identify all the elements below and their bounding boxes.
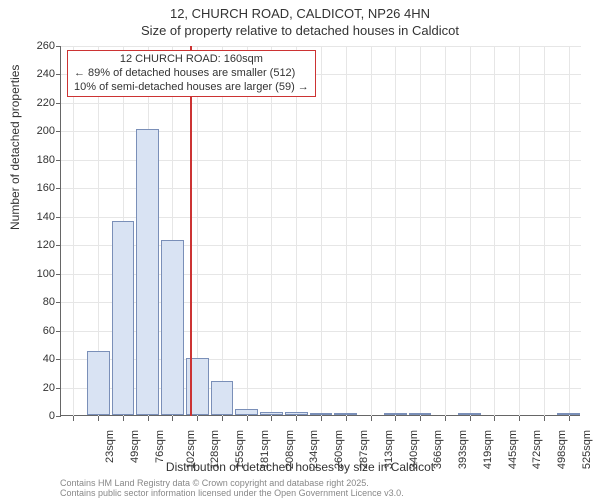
annotation-line: 10% of semi-detached houses are larger (… <box>74 81 309 95</box>
ytick-label: 80 <box>15 296 55 308</box>
gridline-v <box>420 46 421 416</box>
xtick-mark <box>346 416 347 421</box>
xtick-mark <box>222 416 223 421</box>
annotation-line: ← 89% of detached houses are smaller (51… <box>74 67 309 81</box>
xtick-mark <box>123 416 124 421</box>
chart-container: 12, CHURCH ROAD, CALDICOT, NP26 4HN Size… <box>0 0 600 500</box>
xtick-mark <box>73 416 74 421</box>
histogram-bar <box>112 221 135 415</box>
histogram-bar <box>334 413 357 415</box>
ytick-label: 260 <box>15 40 55 52</box>
xtick-label: 49sqm <box>129 430 141 463</box>
ytick-mark <box>56 359 61 360</box>
xtick-mark <box>247 416 248 421</box>
ytick-mark <box>56 245 61 246</box>
ytick-label: 20 <box>15 382 55 394</box>
ytick-label: 240 <box>15 68 55 80</box>
ytick-mark <box>56 217 61 218</box>
xtick-mark <box>371 416 372 421</box>
xtick-mark <box>470 416 471 421</box>
xtick-mark <box>321 416 322 421</box>
ytick-mark <box>56 388 61 389</box>
ytick-label: 200 <box>15 125 55 137</box>
histogram-bar <box>384 413 407 415</box>
histogram-bar <box>260 412 283 415</box>
footnote-line2: Contains public sector information licen… <box>60 488 404 498</box>
x-axis-label: Distribution of detached houses by size … <box>0 460 600 474</box>
ytick-label: 160 <box>15 182 55 194</box>
ytick-mark <box>56 74 61 75</box>
chart-title-line2: Size of property relative to detached ho… <box>0 23 600 40</box>
histogram-bar <box>87 351 110 415</box>
histogram-bar <box>136 129 159 415</box>
xtick-mark <box>271 416 272 421</box>
histogram-bar <box>235 409 258 415</box>
xtick-label: 76sqm <box>154 430 166 463</box>
gridline-v <box>519 46 520 416</box>
chart-title-line1: 12, CHURCH ROAD, CALDICOT, NP26 4HN <box>0 6 600 23</box>
ytick-label: 100 <box>15 268 55 280</box>
ytick-mark <box>56 302 61 303</box>
gridline-v <box>321 46 322 416</box>
gridline-v <box>222 46 223 416</box>
xtick-mark <box>420 416 421 421</box>
histogram-bar <box>285 412 308 415</box>
xtick-mark <box>172 416 173 421</box>
xtick-mark <box>395 416 396 421</box>
ytick-label: 0 <box>15 410 55 422</box>
annotation-title: 12 CHURCH ROAD: 160sqm <box>74 53 309 67</box>
xtick-mark <box>544 416 545 421</box>
ytick-label: 40 <box>15 353 55 365</box>
gridline-v <box>494 46 495 416</box>
ytick-label: 140 <box>15 211 55 223</box>
xtick-mark <box>296 416 297 421</box>
ytick-mark <box>56 188 61 189</box>
plot-area: 02040608010012014016018020022024026023sq… <box>60 46 580 416</box>
xtick-mark <box>494 416 495 421</box>
ytick-mark <box>56 274 61 275</box>
ytick-mark <box>56 160 61 161</box>
y-axis-label: Number of detached properties <box>8 65 22 230</box>
gridline-v <box>544 46 545 416</box>
gridline-v <box>271 46 272 416</box>
footnote-line1: Contains HM Land Registry data © Crown c… <box>60 478 404 488</box>
histogram-bar <box>211 381 234 415</box>
gridline-v <box>445 46 446 416</box>
histogram-bar <box>409 413 432 415</box>
xtick-mark <box>197 416 198 421</box>
xtick-label: 23sqm <box>104 430 116 463</box>
ytick-label: 120 <box>15 239 55 251</box>
ytick-mark <box>56 46 61 47</box>
footnote: Contains HM Land Registry data © Crown c… <box>60 478 404 499</box>
histogram-bar <box>161 240 184 415</box>
histogram-bar <box>310 413 333 415</box>
xtick-mark <box>569 416 570 421</box>
gridline-v <box>346 46 347 416</box>
gridline-v <box>296 46 297 416</box>
gridline-v <box>395 46 396 416</box>
ytick-mark <box>56 416 61 417</box>
xtick-mark <box>519 416 520 421</box>
gridline-v <box>371 46 372 416</box>
marker-line <box>190 46 192 416</box>
histogram-bar <box>557 413 580 415</box>
xtick-mark <box>148 416 149 421</box>
plot-outer: 02040608010012014016018020022024026023sq… <box>60 46 580 416</box>
gridline-v <box>247 46 248 416</box>
ytick-label: 220 <box>15 97 55 109</box>
ytick-mark <box>56 331 61 332</box>
gridline-v <box>569 46 570 416</box>
gridline-v <box>73 46 74 416</box>
xtick-mark <box>98 416 99 421</box>
ytick-mark <box>56 131 61 132</box>
chart-title-block: 12, CHURCH ROAD, CALDICOT, NP26 4HN Size… <box>0 0 600 40</box>
xtick-mark <box>445 416 446 421</box>
gridline-v <box>470 46 471 416</box>
annotation-box: 12 CHURCH ROAD: 160sqm← 89% of detached … <box>67 50 316 97</box>
ytick-label: 60 <box>15 325 55 337</box>
ytick-mark <box>56 103 61 104</box>
ytick-label: 180 <box>15 154 55 166</box>
histogram-bar <box>458 413 481 415</box>
